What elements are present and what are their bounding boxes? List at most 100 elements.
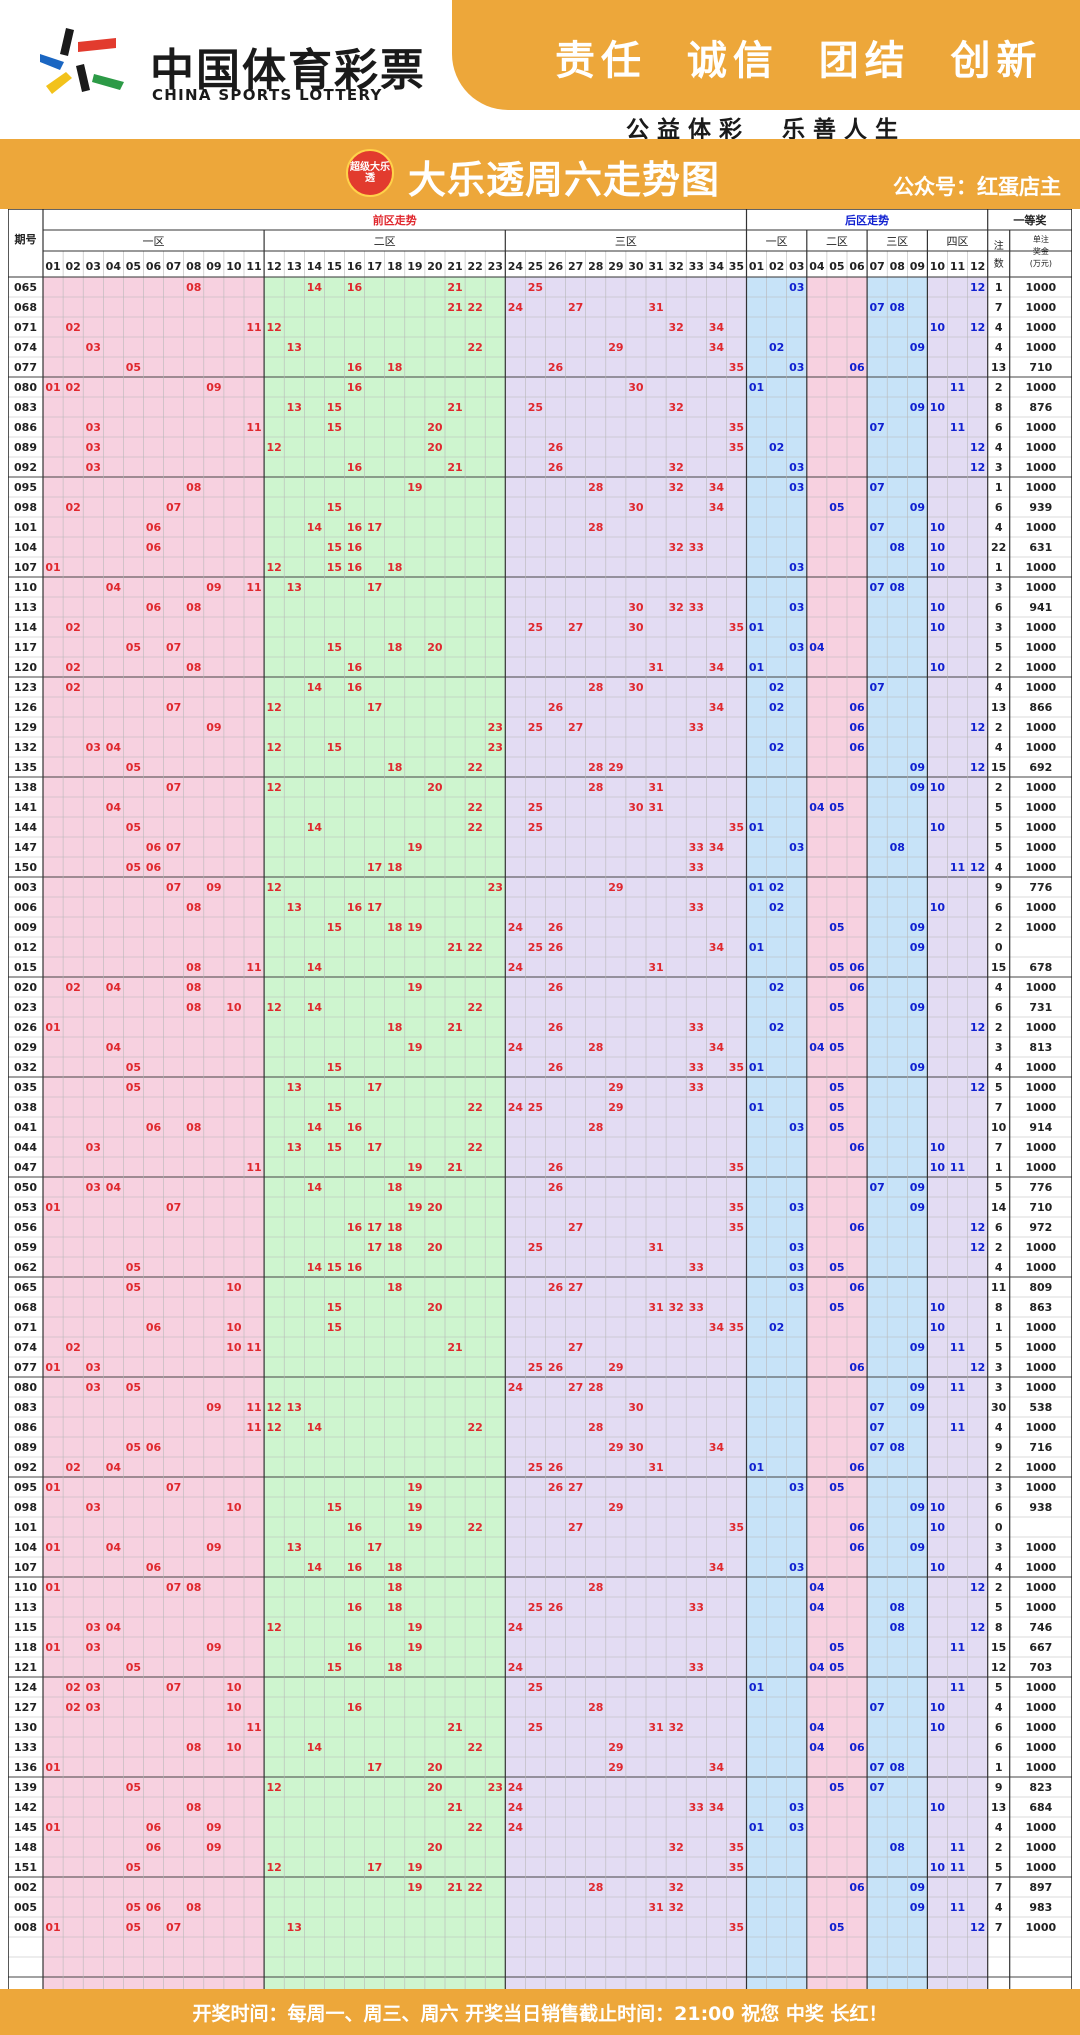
front-ball: 05 xyxy=(126,821,141,834)
front-ball: 22 xyxy=(467,1821,482,1834)
winner-count: 1 xyxy=(995,561,1003,574)
period-cell: 086 xyxy=(14,1421,37,1434)
front-ball: 19 xyxy=(407,1521,422,1534)
prize-amount: 897 xyxy=(1029,1881,1052,1894)
back-number-header: 05 xyxy=(829,260,844,273)
front-ball: 22 xyxy=(467,301,482,314)
back-number-header: 04 xyxy=(809,260,825,273)
front-ball: 25 xyxy=(528,401,543,414)
front-number-header: 10 xyxy=(226,260,242,273)
prize-amount: 1000 xyxy=(1026,1461,1057,1474)
front-ball: 02 xyxy=(65,321,80,334)
front-ball: 11 xyxy=(246,1161,261,1174)
front-ball: 34 xyxy=(709,321,725,334)
period-cell: 074 xyxy=(14,341,37,354)
period-cell: 117 xyxy=(14,641,37,654)
front-ball: 33 xyxy=(689,721,704,734)
front-ball: 18 xyxy=(387,641,402,654)
back-ball: 07 xyxy=(869,1421,884,1434)
back-ball: 06 xyxy=(849,1541,865,1554)
period-cell: 104 xyxy=(14,1541,37,1554)
front-ball: 05 xyxy=(126,641,141,654)
front-ball: 22 xyxy=(467,1001,482,1014)
period-cell: 113 xyxy=(14,601,37,614)
back-zone-label: 四区 xyxy=(947,235,969,248)
period-cell: 083 xyxy=(14,401,37,414)
period-cell: 068 xyxy=(14,1301,37,1314)
period-cell: 110 xyxy=(14,581,37,594)
period-cell: 068 xyxy=(14,301,37,314)
front-ball: 35 xyxy=(729,821,744,834)
front-ball: 19 xyxy=(407,1161,422,1174)
front-ball: 05 xyxy=(126,1281,141,1294)
front-ball: 34 xyxy=(709,701,725,714)
back-ball: 11 xyxy=(950,381,965,394)
front-ball: 35 xyxy=(729,621,744,634)
front-header: 前区走势 xyxy=(373,213,417,227)
prize-amount: 1000 xyxy=(1026,1261,1057,1274)
period-cell: 138 xyxy=(14,781,37,794)
front-ball: 23 xyxy=(488,721,503,734)
front-ball: 14 xyxy=(307,1741,323,1754)
front-ball: 19 xyxy=(407,981,422,994)
front-ball: 20 xyxy=(427,1201,443,1214)
back-ball: 09 xyxy=(910,1901,925,1914)
front-ball: 04 xyxy=(106,801,122,814)
winner-count: 7 xyxy=(995,301,1003,314)
front-ball: 30 xyxy=(628,501,644,514)
count-header: 注 xyxy=(994,239,1004,252)
front-number-header: 33 xyxy=(689,260,704,273)
front-ball: 05 xyxy=(126,1781,141,1794)
front-ball: 15 xyxy=(327,1261,342,1274)
winner-count: 4 xyxy=(995,321,1003,334)
period-cell: 029 xyxy=(14,1041,37,1054)
back-ball: 12 xyxy=(970,1241,985,1254)
prize-amount: 1000 xyxy=(1026,481,1057,494)
front-ball: 05 xyxy=(126,1861,141,1874)
front-ball: 18 xyxy=(387,921,402,934)
front-ball: 18 xyxy=(387,761,402,774)
front-ball: 17 xyxy=(367,701,382,714)
front-ball: 15 xyxy=(327,401,342,414)
front-ball: 33 xyxy=(689,1061,704,1074)
prize-amount: 1000 xyxy=(1026,801,1057,814)
winner-count: 4 xyxy=(995,1421,1003,1434)
back-ball: 05 xyxy=(829,1261,844,1274)
front-ball: 25 xyxy=(528,1101,543,1114)
front-ball: 25 xyxy=(528,1721,543,1734)
back-ball: 04 xyxy=(809,1721,825,1734)
winner-count: 13 xyxy=(991,361,1006,374)
front-ball: 08 xyxy=(186,1741,201,1754)
front-ball: 31 xyxy=(648,1241,663,1254)
back-ball: 05 xyxy=(829,1121,844,1134)
front-ball: 27 xyxy=(568,621,583,634)
period-cell: 062 xyxy=(14,1261,37,1274)
front-ball: 04 xyxy=(106,741,122,754)
front-ball: 08 xyxy=(186,281,201,294)
prize-amount: 1000 xyxy=(1026,1421,1057,1434)
period-cell: 142 xyxy=(14,1801,37,1814)
front-ball: 18 xyxy=(387,561,402,574)
front-ball: 30 xyxy=(628,381,644,394)
front-ball: 08 xyxy=(186,961,201,974)
period-cell: 110 xyxy=(14,1581,37,1594)
front-ball: 30 xyxy=(628,1401,644,1414)
back-ball: 10 xyxy=(930,601,946,614)
front-ball: 32 xyxy=(668,1841,683,1854)
front-ball: 17 xyxy=(367,1861,382,1874)
front-ball: 31 xyxy=(648,301,663,314)
front-ball: 12 xyxy=(266,1621,281,1634)
period-cell: 127 xyxy=(14,1701,37,1714)
front-ball: 25 xyxy=(528,621,543,634)
front-ball: 11 xyxy=(246,421,261,434)
winner-count: 4 xyxy=(995,1901,1003,1914)
back-number-header: 01 xyxy=(749,260,764,273)
front-ball: 10 xyxy=(226,1001,242,1014)
front-ball: 01 xyxy=(45,1821,60,1834)
front-number-header: 03 xyxy=(86,260,101,273)
front-ball: 16 xyxy=(347,901,363,914)
back-ball: 05 xyxy=(829,921,844,934)
prize-amount: 1000 xyxy=(1026,1701,1057,1714)
front-ball: 13 xyxy=(287,1141,302,1154)
back-ball: 04 xyxy=(809,641,825,654)
